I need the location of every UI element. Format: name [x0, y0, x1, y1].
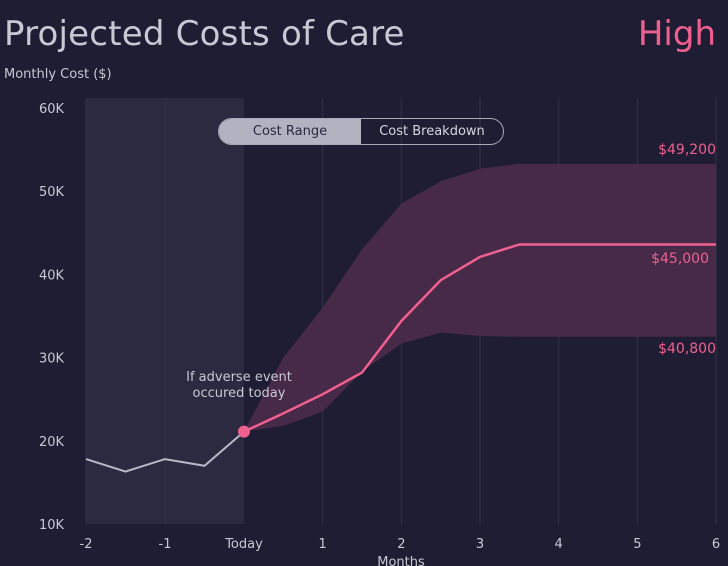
- x-tick-label: Today: [224, 537, 263, 552]
- y-tick-label: 30K: [39, 352, 65, 367]
- cost-range-tab[interactable]: Cost Range: [219, 119, 361, 144]
- y-tick-label: 50K: [39, 185, 65, 200]
- y-tick-label: 20K: [39, 435, 65, 450]
- risk-level-label: High: [637, 14, 716, 54]
- y-tick-label: 40K: [39, 268, 65, 283]
- lower-value-label: $40,800: [658, 341, 716, 357]
- view-toggle: Cost Range Cost Breakdown: [218, 118, 504, 145]
- adverse-event-annotation-line: If adverse event: [186, 370, 292, 385]
- history-line: [85, 430, 245, 473]
- page-title: Projected Costs of Care: [4, 14, 405, 54]
- adverse-event-annotation: If adverse event occured today: [186, 370, 292, 401]
- y-tick-label: 10K: [39, 518, 65, 533]
- x-tick-label: 5: [633, 537, 641, 552]
- expected-value-label: $45,000: [651, 251, 709, 267]
- x-tick-label: -1: [159, 537, 172, 552]
- x-tick-label: -2: [80, 537, 93, 552]
- x-tick-label: 6: [712, 537, 720, 552]
- today-marker: [238, 425, 250, 438]
- expected-cost-line: [243, 243, 716, 433]
- cost-breakdown-tab[interactable]: Cost Breakdown: [379, 124, 485, 139]
- cost-range-band: [244, 163, 716, 432]
- adverse-event-annotation-line: occured today: [193, 386, 286, 401]
- x-tick-label: 1: [319, 537, 327, 552]
- x-axis-label: Months: [377, 555, 425, 566]
- x-tick-label: 2: [397, 537, 405, 552]
- x-tick-label: 3: [476, 537, 484, 552]
- x-tick-label: 4: [555, 537, 563, 552]
- upper-value-label: $49,200: [658, 142, 716, 158]
- y-axis-label: Monthly Cost ($): [4, 67, 112, 82]
- y-tick-label: 60K: [39, 102, 65, 117]
